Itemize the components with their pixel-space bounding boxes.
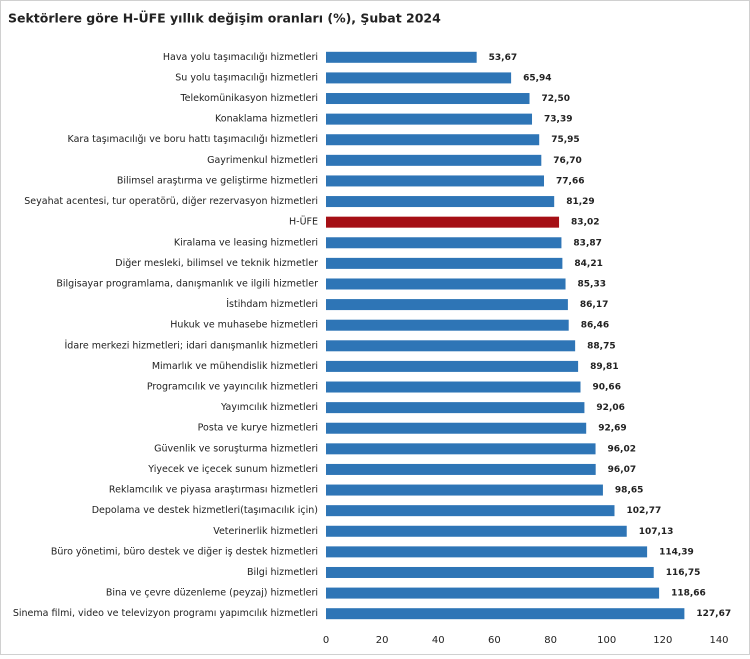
data-label: 116,75	[666, 568, 701, 578]
bar	[326, 72, 512, 84]
data-label: 73,39	[544, 115, 572, 125]
bar	[326, 340, 576, 352]
data-label: 107,13	[639, 527, 674, 537]
data-label: 118,66	[671, 589, 706, 599]
x-tick-label: 20	[376, 635, 389, 646]
bar	[326, 113, 533, 125]
x-tick-label: 80	[544, 635, 557, 646]
data-label: 86,46	[581, 321, 609, 331]
bar	[326, 360, 579, 372]
bar	[326, 525, 627, 537]
y-tick-label: Telekomünikasyon hizmetleri	[179, 93, 318, 104]
data-label: 77,66	[556, 176, 584, 186]
y-tick-label: Kara taşımacılığı ve boru hattı taşımacı…	[68, 134, 318, 145]
bar	[326, 237, 562, 249]
data-label: 81,29	[566, 197, 594, 207]
data-label: 96,07	[608, 465, 636, 475]
bar	[326, 175, 545, 187]
bar	[326, 381, 581, 393]
bar	[326, 93, 530, 105]
data-label: 88,75	[587, 341, 615, 351]
data-label: 72,50	[542, 94, 570, 104]
data-label: 84,21	[574, 259, 602, 269]
data-label: 102,77	[626, 506, 661, 516]
data-label: 92,69	[598, 424, 626, 434]
x-tick-label: 140	[709, 635, 728, 646]
y-tick-label: İdare merkezi hizmetleri; idari danışman…	[64, 340, 318, 351]
data-label: 114,39	[659, 547, 694, 557]
data-label: 92,06	[596, 403, 624, 413]
x-tick-label: 100	[597, 635, 616, 646]
bar	[326, 51, 477, 63]
y-tick-label: Büro yönetimi, büro destek ve diğer iş d…	[51, 546, 318, 557]
bar	[326, 154, 542, 166]
bar	[326, 196, 555, 208]
y-tick-label: Bina ve çevre düzenleme (peyzaj) hizmetl…	[106, 588, 318, 599]
bar	[326, 505, 615, 517]
y-tick-label: Yayımcılık hizmetleri	[220, 402, 318, 413]
y-tick-label: Programcılık ve yayıncılık hizmetleri	[147, 382, 318, 393]
bar	[326, 463, 596, 475]
y-tick-label: Konaklama hizmetleri	[215, 114, 318, 125]
bar	[326, 402, 585, 414]
y-tick-label: Güvenlik ve soruşturma hizmetleri	[154, 443, 318, 454]
data-label: 65,94	[523, 73, 551, 83]
y-tick-label: H-ÜFE	[289, 217, 318, 228]
x-tick-label: 60	[488, 635, 501, 646]
data-label: 76,70	[553, 156, 581, 166]
y-tick-label: Sinema filmi, video ve televizyon progra…	[13, 608, 318, 619]
bar	[326, 443, 596, 455]
data-label: 90,66	[592, 383, 620, 393]
y-tick-label: Reklamcılık ve piyasa araştırması hizmet…	[109, 485, 318, 496]
y-tick-label: Su yolu taşımacılığı hizmetleri	[175, 72, 318, 83]
y-tick-label: Mimarlık ve mühendislik hizmetleri	[152, 361, 318, 372]
data-label: 85,33	[578, 279, 606, 289]
bar	[326, 299, 568, 311]
y-tick-label: Depolama ve destek hizmetleri(taşımacılı…	[92, 505, 318, 516]
bar	[326, 546, 648, 558]
bar	[326, 484, 603, 496]
bar	[326, 319, 569, 331]
bar	[326, 587, 660, 599]
data-label: 98,65	[615, 486, 643, 496]
y-tick-label: Yiyecek ve içecek sunum hizmetleri	[147, 464, 318, 475]
y-tick-label: Seyahat acentesi, tur operatörü, diğer r…	[24, 196, 318, 207]
x-tick-label: 120	[653, 635, 672, 646]
y-tick-label: Diğer mesleki, bilimsel ve teknik hizmet…	[115, 258, 318, 269]
bar	[326, 566, 654, 578]
y-tick-label: Bilgi hizmetleri	[247, 567, 318, 578]
y-tick-label: Posta ve kurye hizmetleri	[198, 423, 318, 434]
bar	[326, 134, 540, 146]
y-tick-label: Kiralama ve leasing hizmetleri	[174, 237, 318, 248]
data-label: 75,95	[551, 135, 579, 145]
x-tick-label: 0	[323, 635, 329, 646]
data-label: 53,67	[489, 53, 517, 63]
bar	[326, 608, 685, 620]
bar	[326, 257, 563, 269]
y-tick-label: Hukuk ve muhasebe hizmetleri	[170, 320, 318, 331]
data-label: 96,02	[608, 444, 636, 454]
chart-title: Sektörlere göre H-ÜFE yıllık değişim ora…	[8, 11, 441, 26]
data-label: 83,87	[573, 238, 601, 248]
bar	[326, 278, 566, 290]
bar	[326, 216, 560, 228]
y-tick-label: İstihdam hizmetleri	[226, 299, 318, 310]
x-tick-label: 40	[432, 635, 445, 646]
data-label: 86,17	[580, 300, 608, 310]
y-tick-label: Veterinerlik hizmetleri	[213, 526, 318, 537]
y-tick-label: Hava yolu taşımacılığı hizmetleri	[163, 52, 318, 63]
y-tick-label: Bilgisayar programlama, danışmanlık ve i…	[56, 278, 318, 289]
data-label: 83,02	[571, 218, 599, 228]
y-tick-label: Gayrimenkul hizmetleri	[207, 155, 318, 166]
data-label: 89,81	[590, 362, 618, 372]
bar	[326, 422, 587, 434]
y-tick-label: Bilimsel araştırma ve geliştirme hizmetl…	[117, 175, 318, 186]
data-label: 127,67	[696, 609, 731, 619]
